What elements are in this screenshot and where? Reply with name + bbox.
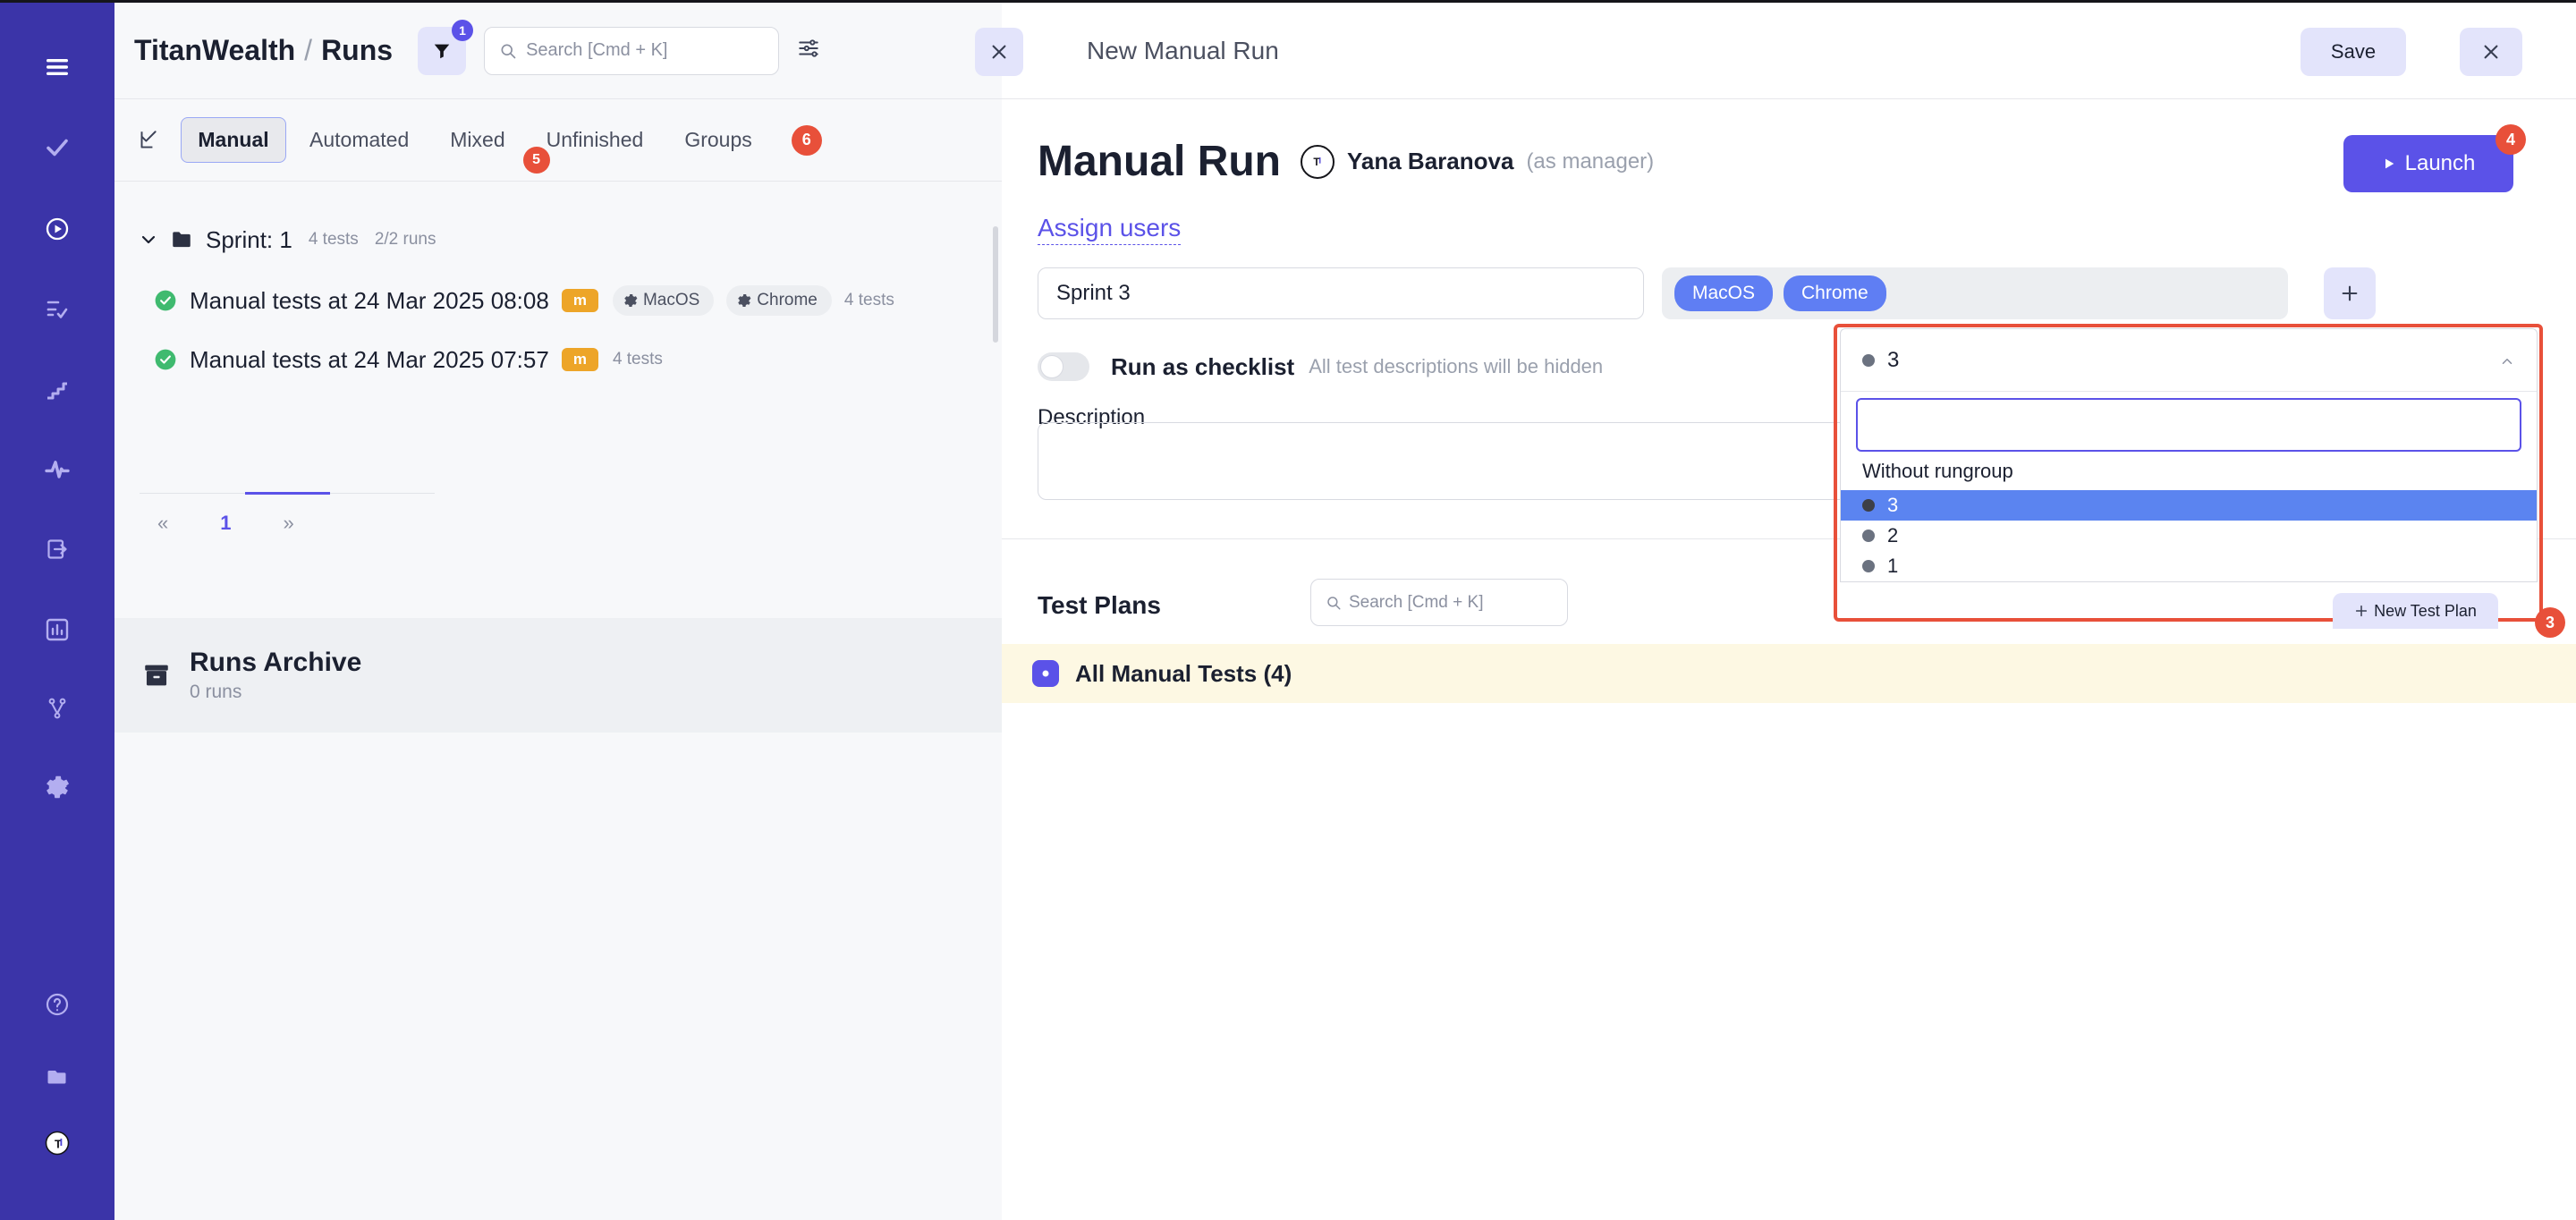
svg-text:T: T: [1313, 157, 1319, 168]
